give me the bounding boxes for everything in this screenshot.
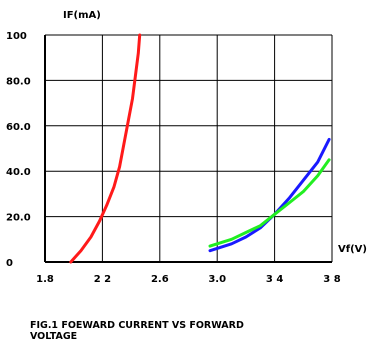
y-axis-label: IF(mA): [63, 10, 101, 21]
x-tick-label: 3 8: [323, 274, 340, 285]
figure-caption: FIG.1 FOEWARD CURRENT VS FORWARD VOLTAGE: [30, 320, 244, 342]
y-tick-label: 80.0: [6, 76, 31, 87]
x-tick-label: 1.8: [36, 274, 54, 285]
y-tick-label: 100: [6, 31, 27, 42]
x-tick-label: 2 2: [94, 274, 111, 285]
y-tick-label: 40.0: [6, 167, 31, 178]
series-line-1: [69, 33, 142, 264]
x-tick-label: 3 4: [266, 274, 283, 285]
y-tick-label: 0: [6, 258, 13, 269]
x-tick-label: 3.0: [208, 274, 226, 285]
series-line-3: [208, 158, 331, 248]
series-line-2: [208, 137, 331, 253]
x-axis-label: Vf(V): [338, 244, 367, 255]
y-tick-label: 60.0: [6, 122, 31, 133]
y-tick-label: 20.0: [6, 213, 31, 224]
x-tick-label: 2.6: [151, 274, 169, 285]
